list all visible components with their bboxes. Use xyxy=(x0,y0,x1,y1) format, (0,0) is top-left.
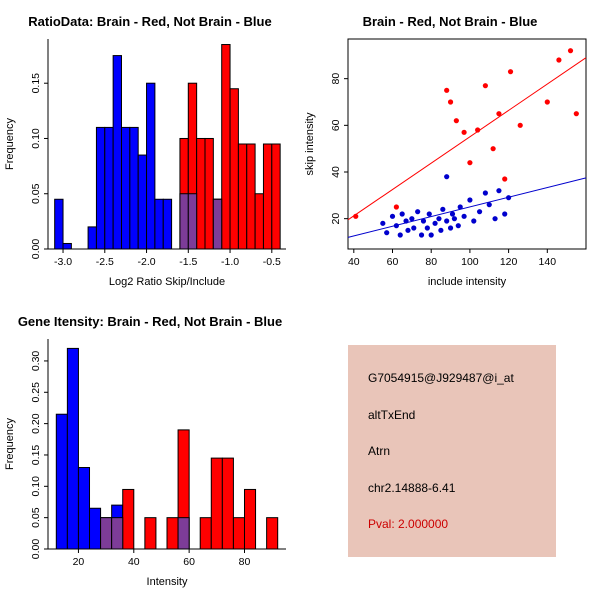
svg-text:-3.0: -3.0 xyxy=(54,256,72,268)
svg-text:40: 40 xyxy=(348,256,360,268)
svg-text:-2.0: -2.0 xyxy=(137,256,155,268)
chromosome-location-text: chr2.14888-6.41 xyxy=(368,480,456,495)
svg-text:Intensity: Intensity xyxy=(147,576,188,588)
svg-text:-2.5: -2.5 xyxy=(96,256,114,268)
pval-text: Pval: 2.000000 xyxy=(368,517,449,531)
panel-gene-intensity-histogram: Gene Itensity: Brain - Red, Not Brain - … xyxy=(0,300,300,600)
svg-text:60: 60 xyxy=(183,556,195,568)
svg-text:60: 60 xyxy=(330,119,342,131)
svg-text:skip intensity: skip intensity xyxy=(304,112,316,175)
svg-text:20: 20 xyxy=(330,213,342,225)
svg-text:-1.0: -1.0 xyxy=(221,256,239,268)
panel-info: G7054915@J929487@i_at altTxEnd Atrn chr2… xyxy=(300,300,600,600)
intensity-scatter-chart: 40 60 80 100 120 140 20 40 60 80 include intensity… xyxy=(300,29,600,297)
svg-text:80: 80 xyxy=(425,256,437,268)
svg-text:120: 120 xyxy=(500,256,518,268)
svg-text:0.15: 0.15 xyxy=(30,73,42,94)
svg-text:20: 20 xyxy=(73,556,85,568)
event-type-text: altTxEnd xyxy=(368,407,416,422)
svg-text:0.00: 0.00 xyxy=(30,539,42,560)
svg-text:0.05: 0.05 xyxy=(30,183,42,204)
gene-intensity-histogram-title: Gene Itensity: Brain - Red, Not Brain - … xyxy=(17,314,283,329)
svg-text:-0.5: -0.5 xyxy=(263,256,281,268)
svg-text:80: 80 xyxy=(330,73,342,85)
info-box: G7054915@J929487@i_at altTxEnd Atrn chr2… xyxy=(348,345,556,557)
svg-text:140: 140 xyxy=(539,256,557,268)
gene-intensity-histogram-chart: 20 40 60 80 0.00 0.05 0.10 0.15 0.20 0.25 0.30 Inte… xyxy=(0,329,300,597)
svg-text:include intensity: include intensity xyxy=(428,276,507,288)
svg-text:0.25: 0.25 xyxy=(30,382,42,403)
probe-id-text: G7054915@J929487@i_at xyxy=(368,371,514,385)
panel-ratio-histogram: RatioData: Brain - Red, Not Brain - Blue… xyxy=(0,0,300,300)
svg-text:40: 40 xyxy=(128,556,140,568)
panel-intensity-scatter: Brain - Red, Not Brain - Blue 40 60 80 100 1… xyxy=(300,0,600,300)
ratio-histogram-chart: -3.0 -2.5 -2.0 -1.5 -1.0 -0.5 0.00 0.05 0.10 0.15… xyxy=(0,29,300,297)
svg-text:80: 80 xyxy=(239,556,251,568)
svg-text:60: 60 xyxy=(387,256,399,268)
ratio-histogram-title: RatioData: Brain - Red, Not Brain - Blue xyxy=(28,14,272,29)
svg-text:Frequency: Frequency xyxy=(4,418,16,470)
svg-text:0.10: 0.10 xyxy=(30,128,42,149)
svg-text:0.10: 0.10 xyxy=(30,476,42,497)
svg-text:0.20: 0.20 xyxy=(30,413,42,434)
svg-text:40: 40 xyxy=(330,166,342,178)
gene-name-text: Atrn xyxy=(368,444,391,458)
svg-text:0.05: 0.05 xyxy=(30,507,42,528)
svg-text:100: 100 xyxy=(461,256,479,268)
svg-text:0.00: 0.00 xyxy=(30,239,42,260)
svg-text:Log2 Ratio Skip/Include: Log2 Ratio Skip/Include xyxy=(109,276,225,288)
intensity-scatter-title: Brain - Red, Not Brain - Blue xyxy=(362,14,538,29)
svg-text:0.15: 0.15 xyxy=(30,445,42,466)
svg-text:0.30: 0.30 xyxy=(30,351,42,372)
svg-text:Frequency: Frequency xyxy=(4,118,16,170)
svg-text:-1.5: -1.5 xyxy=(179,256,197,268)
